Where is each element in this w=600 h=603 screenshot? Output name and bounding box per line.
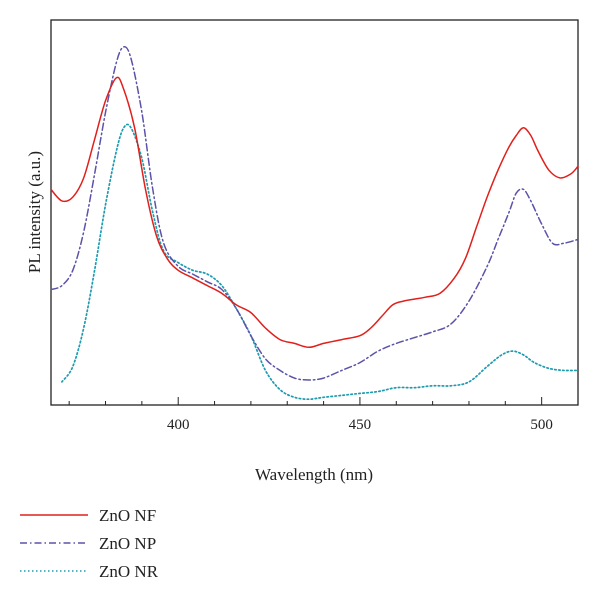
series-line-zno-nf [50, 76, 579, 349]
x-tick-label: 500 [530, 417, 553, 433]
x-axis-ticks [68, 397, 579, 405]
y-axis-title: PL intensity (a.u.) [25, 151, 44, 273]
legend-label: ZnO NR [99, 562, 159, 581]
series-layer [50, 46, 579, 401]
x-tick-label: 450 [349, 417, 372, 433]
legend-label: ZnO NF [99, 506, 156, 525]
legend: ZnO NF ZnO NP ZnO NR [20, 506, 159, 581]
legend-label: ZnO NP [99, 534, 156, 553]
series-line-zno-nr [61, 123, 579, 401]
x-axis-title: Wavelength (nm) [255, 465, 373, 484]
x-tick-label: 400 [167, 417, 190, 433]
x-axis-tick-labels: 400 450 500 [167, 417, 553, 433]
series-line-zno-np [50, 46, 579, 381]
plot-frame [50, 19, 579, 406]
